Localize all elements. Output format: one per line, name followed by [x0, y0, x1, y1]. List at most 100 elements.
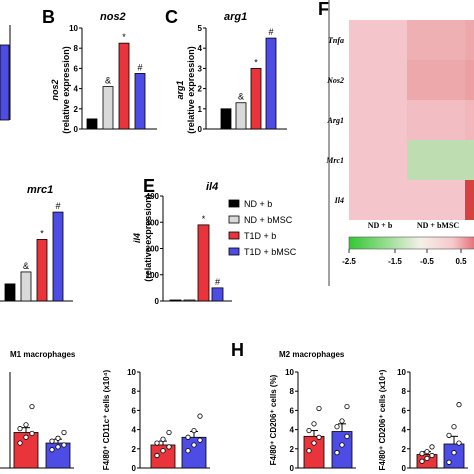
- panel-h2-y-tick-label: 10: [397, 368, 406, 377]
- panel-h2-y-tick-label: 6: [402, 406, 407, 415]
- panel-e-bar: [197, 224, 210, 302]
- heatmap-row-label: Nos2: [326, 76, 344, 85]
- panel-e-ylabel-gene: il4: [132, 233, 142, 243]
- panel-b-bar: [102, 86, 114, 130]
- panel-h2-data-point: [419, 450, 425, 457]
- panel-h1-data-point: [344, 433, 350, 439]
- legend: ND + b ND + bMSC T1D + b T1D + bMSC: [228, 199, 297, 257]
- panel-letter-e: E: [143, 176, 155, 196]
- panel-c-y-tick-label: 3: [198, 64, 203, 73]
- panel-h-title: M2 macrophages: [279, 350, 345, 359]
- heatmap-column-label: ND + bMSC: [417, 221, 460, 230]
- panel-c-y-tick-label: 0: [198, 125, 203, 134]
- panel-d-significance-marker: &: [23, 261, 29, 271]
- heatmap-cell: [349, 20, 407, 60]
- panel-g-left-data-point: [49, 447, 55, 453]
- panel-g-left-data-point: [55, 435, 61, 441]
- panel-g-y-tick-label: 2: [132, 445, 137, 454]
- heatmap-cell: [349, 180, 407, 220]
- panel-h1-data-point: [316, 434, 322, 440]
- panel-c-bar: [235, 102, 247, 130]
- panel-h2-y-tick-label: 4: [402, 426, 407, 435]
- heatmap-cell: [465, 180, 474, 220]
- panel-c-y-tick-label: 4: [198, 44, 203, 53]
- panel-g-left-data-point: [23, 434, 29, 440]
- heatmap-row-label: Il4: [334, 196, 344, 205]
- panel-g-data-point: [191, 427, 197, 434]
- panel-g-ylabel-text: F4/80⁺ CD11c⁺ cells (x10⁴): [102, 369, 111, 470]
- panel-c-bar: [250, 68, 262, 130]
- panel-b-ylabel-gene: nos2: [50, 79, 60, 100]
- panel-g-left-data-point: [61, 442, 67, 448]
- colorbar-tick-label: -1.5: [388, 257, 402, 266]
- panel-e-y-tick-label: 100: [146, 271, 160, 280]
- heatmap-cell: [407, 60, 465, 100]
- heatmap-cell: [407, 100, 465, 140]
- panel-h2-data-point: [429, 452, 435, 459]
- panel-h1-y-tick-label: 10: [285, 368, 294, 377]
- panel-b-y-tick-label: 2: [74, 105, 79, 114]
- panel-h2-data-point: [456, 440, 462, 446]
- panel-h1-y-tick-label: 6: [290, 406, 295, 415]
- panel-h2-data-point: [456, 402, 462, 408]
- heatmap-column-label: ND + b: [368, 221, 393, 230]
- legend-label-t1d-bmsc: T1D + bMSC: [244, 247, 297, 257]
- panel-g-data-point: [166, 429, 172, 436]
- panel-h2-data-point: [451, 424, 457, 430]
- panel-letter-b: B: [42, 7, 55, 27]
- panel-h2-y-tick-label: 8: [402, 387, 407, 396]
- heatmap-cell: [465, 20, 474, 60]
- panel-c-y-tick-label: 5: [198, 24, 203, 33]
- panel-g-data-point: [160, 436, 166, 442]
- panel-h1-data-point: [306, 427, 312, 434]
- panel-e-bar: [211, 287, 224, 302]
- panel-g-data-point: [185, 448, 191, 454]
- panel-h1-y-tick-label: 2: [290, 445, 295, 454]
- panel-c-ylabel-gene: arg1: [175, 80, 185, 99]
- panel-h1-data-point: [334, 424, 340, 430]
- panel-h1-data-point: [311, 440, 317, 446]
- legend-swatch-nd-bmsc: [228, 215, 240, 224]
- panel-h2-data-point: [429, 444, 435, 450]
- panel-g-title: M1 macrophages: [10, 350, 76, 359]
- panel-g-y-tick-label: 10: [127, 368, 136, 377]
- panel-h1-data-point: [311, 421, 317, 427]
- panel-h2-ylabel: F4/80⁺ CD206⁺ cells (x10⁴): [378, 369, 387, 470]
- panel-e-ylabel-rel: (relative expression): [143, 194, 153, 282]
- panel-h2-y-tick-label: 0: [402, 464, 407, 473]
- panel-g-left-data-point: [55, 444, 61, 450]
- legend-label-nd-bmsc: ND + bMSC: [244, 215, 293, 225]
- panel-g-ylabel: F4/80⁺ CD11c⁺ cells (x10⁴): [102, 369, 111, 470]
- panel-c-y-tick-label: 2: [198, 85, 203, 94]
- heatmap-cell: [465, 100, 474, 140]
- panel-g-left-data-point: [61, 429, 67, 436]
- heatmap-cell: [407, 140, 465, 180]
- panel-b-significance-marker: &: [105, 76, 111, 86]
- panel-h1-data-point: [306, 448, 312, 454]
- legend-swatch-t1d-b: [228, 231, 240, 240]
- panel-h1-y-tick-label: 8: [290, 387, 295, 396]
- panel-d-significance-marker: *: [40, 228, 44, 238]
- panel-c-y-tick-label: 1: [198, 105, 203, 114]
- panel-b-y-tick-label: 0: [74, 125, 79, 134]
- panel-letter-f: F: [318, 0, 329, 19]
- panel-g-left-data-point: [29, 430, 35, 437]
- panel-h2-bar: [443, 443, 465, 469]
- heatmap-row-label: Mrc1: [325, 156, 344, 165]
- panel-c-ylabel: arg1 (relative expression): [175, 46, 196, 134]
- colorbar-tick-label: -0.5: [420, 257, 434, 266]
- panel-b-y-tick-label: 6: [74, 64, 79, 73]
- panel-g-left-data-point: [23, 422, 29, 428]
- panel-b-significance-marker: #: [137, 62, 142, 72]
- panel-h1-y-tick-label: 4: [290, 426, 295, 435]
- heatmap-cell: [349, 140, 407, 180]
- panel-h2-data-point: [446, 432, 452, 438]
- panel-h2-ylabel-text: F4/80⁺ CD206⁺ cells (x10⁴): [378, 369, 387, 470]
- legend-label-nd-b: ND + b: [244, 199, 272, 209]
- colorbar-tick-label: -2.5: [342, 257, 356, 266]
- heatmap-row-label: Arg1: [327, 116, 344, 125]
- panel-e-significance-marker: *: [202, 214, 206, 224]
- panel-h1-data-point: [316, 405, 322, 412]
- panel-letter-h: H: [231, 340, 244, 360]
